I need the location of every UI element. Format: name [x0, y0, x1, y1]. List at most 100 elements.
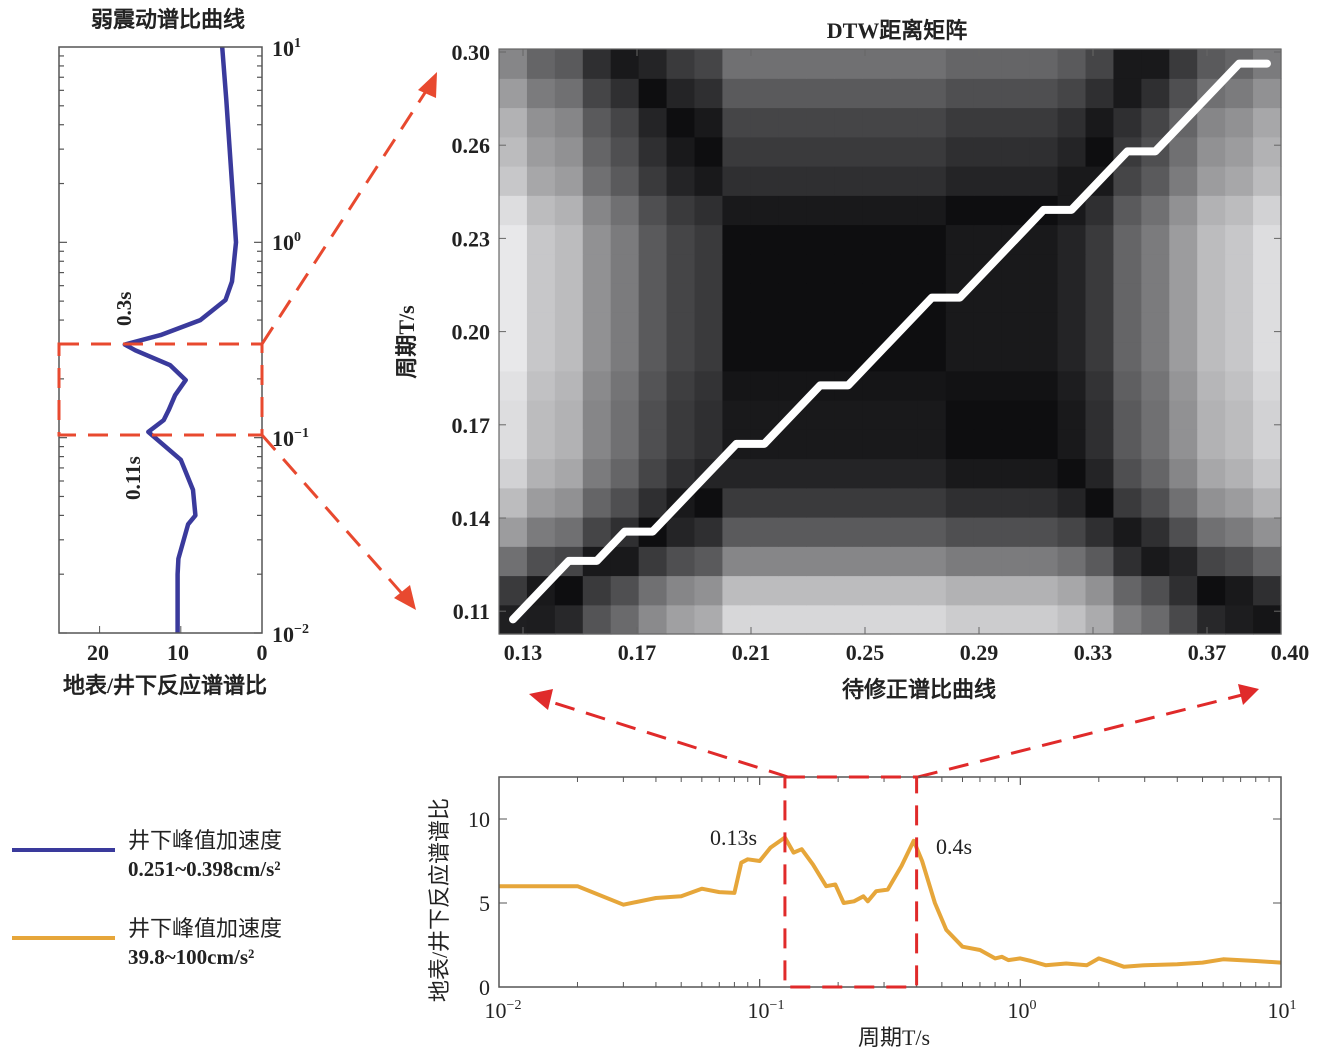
dtw-heatmap-chart: DTW距离矩阵 0.13 0.17 0.21 0.25 0.29 0.33 0.37 0.40… [394, 18, 1309, 702]
heatmap-cell [499, 253, 528, 284]
heatmap-cell [890, 517, 919, 547]
heatmap-cell [526, 370, 556, 401]
heatmap-cell [1253, 136, 1282, 167]
heatmap-cell [1001, 487, 1031, 518]
heatmap-cell [526, 604, 556, 635]
heatmap-cell [862, 107, 891, 138]
heatmap-cell [499, 312, 528, 343]
heatmap-cell [722, 458, 751, 489]
heatmap-cell [526, 517, 556, 547]
heatmap-cell [638, 224, 668, 255]
heatmap-cell [1197, 429, 1226, 460]
heatmap-cell [666, 49, 696, 79]
heatmap-cell [1085, 517, 1115, 547]
heatmap-cell [917, 224, 947, 255]
heatmap-cell [834, 517, 863, 547]
heatmap-cell [694, 253, 724, 284]
heatmap-cell [1225, 195, 1254, 226]
heatmap-cell [722, 341, 751, 372]
heatmap-cell [1169, 166, 1198, 196]
heatmap-cell [610, 107, 640, 138]
heatmap-cell [917, 78, 947, 109]
legend-label: 井下峰值加速度 [128, 828, 282, 853]
heatmap-cell [1057, 136, 1087, 167]
heatmap-cell [917, 49, 947, 79]
heatmap-cell [1141, 341, 1170, 372]
heatmap-cell [1141, 166, 1170, 196]
heatmap-cell [917, 517, 947, 547]
heatmap-cell [778, 487, 807, 518]
heatmap-cell [1057, 546, 1087, 577]
heatmap-cell [1085, 136, 1115, 167]
heatmap-cell [1141, 283, 1170, 313]
heatmap-cell [917, 370, 947, 401]
heatmap-cell [862, 312, 891, 343]
heatmap-cell [1113, 575, 1142, 606]
heatmap-cell [806, 224, 835, 255]
heatmap-cell [890, 49, 919, 79]
heatmap-cell [1169, 575, 1198, 606]
heatmap-cell [722, 166, 751, 196]
heatmap-cell [890, 370, 919, 401]
heatmap-cell [638, 166, 668, 196]
heatmap-cell [499, 400, 528, 430]
heatmap-cell [554, 517, 584, 547]
heatmap-cell [1113, 166, 1142, 196]
heatmap-cell [638, 487, 668, 518]
heatmap-cell [862, 370, 891, 401]
heatmap-cell [806, 283, 835, 313]
heatmap-cell [499, 370, 528, 401]
heatmap-cell [778, 49, 807, 79]
heatmap-cell [1169, 49, 1198, 79]
heatmap-cell [1225, 604, 1254, 635]
heatmap-cell [1253, 195, 1282, 226]
heatmap-cell [666, 78, 696, 109]
heatmap-cell [1113, 604, 1142, 635]
heatmap-cell [1197, 604, 1226, 635]
heatmap-cell [862, 283, 891, 313]
heatmap-cell [610, 283, 640, 313]
heatmap-cell [638, 604, 668, 635]
heatmap-cell [1253, 253, 1282, 284]
heatmap-cell [834, 604, 863, 635]
heatmap-cell [1029, 136, 1059, 167]
heatmap-cell [862, 487, 891, 518]
heatmap-cell [1113, 517, 1142, 547]
y-tick-label: 0 [479, 975, 490, 1000]
heatmap-cell [917, 458, 947, 489]
heatmap-cell [582, 312, 612, 343]
heatmap-cell [1085, 78, 1115, 109]
left-chart: 弱震动谱比曲线 0.3s 0.11s 20 10 0 101 100 10−1 … [57, 7, 309, 698]
heatmap-cell [862, 78, 891, 109]
heatmap-cell [973, 487, 1003, 518]
heatmap-cell [1057, 458, 1087, 489]
heatmap-cell [778, 604, 807, 635]
heatmap-cell [945, 107, 975, 138]
heatmap-cell [722, 253, 751, 284]
heatmap-cell [1057, 49, 1087, 79]
heatmap-cell [973, 49, 1003, 79]
heatmap-cell [610, 312, 640, 343]
heatmap-cell [694, 487, 724, 518]
heatmap-cell [1169, 604, 1198, 635]
heatmap-cell [1253, 546, 1282, 577]
heatmap-cell [638, 546, 668, 577]
heatmap-cell [1253, 604, 1282, 635]
heatmap-cell [722, 370, 751, 401]
heatmap-cell [917, 575, 947, 606]
heatmap-cell [1225, 341, 1254, 372]
heatmap-cell [1225, 429, 1254, 460]
heatmap-cell [1169, 253, 1198, 284]
heatmap-cell [1253, 341, 1282, 372]
heatmap-cell [890, 575, 919, 606]
heatmap-cell [1225, 370, 1254, 401]
heatmap-cell [582, 429, 612, 460]
heatmap-cell [917, 400, 947, 430]
heatmap-cell [1029, 487, 1059, 518]
heatmap-cell [862, 253, 891, 284]
heatmap-cell [638, 341, 668, 372]
x-tick-label: 0.33 [1074, 640, 1113, 665]
heatmap-cell [945, 400, 975, 430]
heatmap-cell [554, 253, 584, 284]
